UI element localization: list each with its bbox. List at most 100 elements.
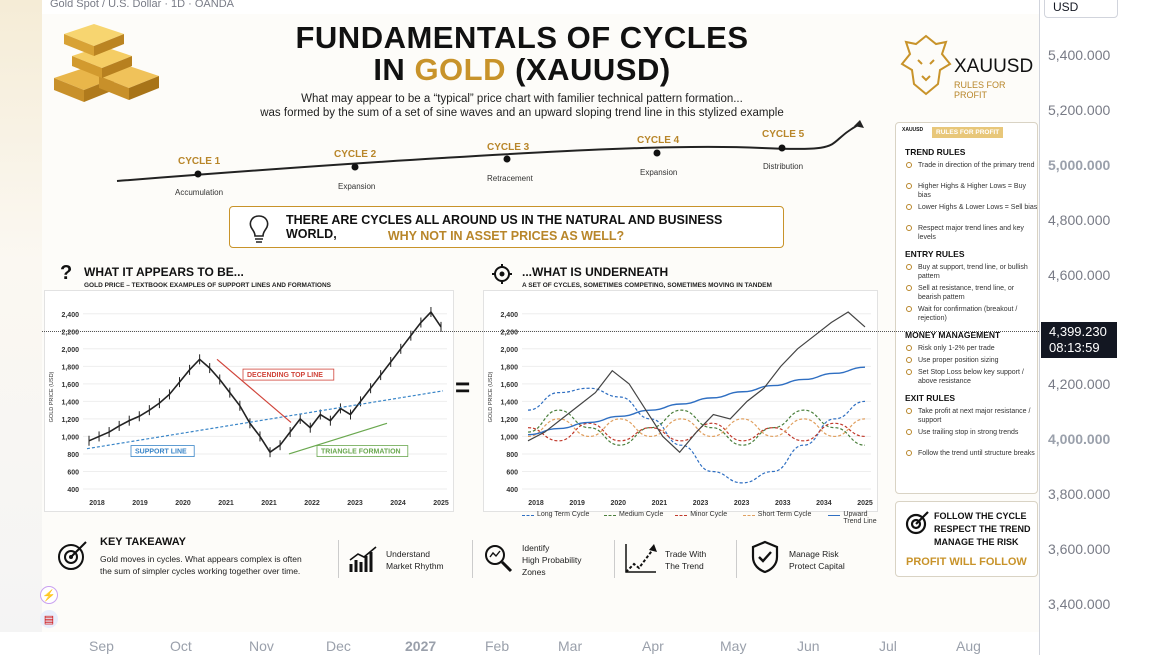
y-tick-label: 800	[67, 452, 79, 459]
y-tick-label: 400	[67, 487, 79, 494]
rule-bullet	[906, 225, 912, 231]
legend-swatch	[742, 515, 755, 516]
y-tick-label: 1,600	[500, 382, 518, 389]
cycles-callout: THERE ARE CYCLES ALL AROUND US IN THE NA…	[229, 206, 784, 248]
descending-top-line	[216, 358, 292, 423]
takeaway-text: Gold moves in cycles. What appears compl…	[100, 554, 302, 576]
x-tick-label: 2020	[175, 500, 191, 507]
rules-section-head: MONEY MANAGEMENT	[905, 330, 1001, 340]
rules-badge: RULES FOR PROFIT	[932, 127, 1004, 138]
item-3-line-2: The Trend	[665, 561, 704, 571]
key-takeaway: KEY TAKEAWAY Gold moves in cycles. What …	[42, 526, 892, 586]
y-tick-label: 400	[506, 487, 518, 494]
y-tick-label: 1,800	[61, 364, 79, 371]
x-tick-label: 2021	[261, 500, 277, 507]
left-panel-subtitle: GOLD PRICE – TEXTBOOK EXAMPLES OF SUPPOR…	[84, 282, 332, 289]
rules-brand: XAUUSD	[902, 127, 924, 133]
y-tick-label: 1,000	[61, 434, 79, 441]
currency-selector[interactable]: USD	[1044, 0, 1118, 18]
title-line-2: IN GOLD (XAUUSD)	[242, 54, 802, 86]
rules-section-head: TREND RULES	[905, 147, 966, 157]
price-tick: 3,600.000	[1048, 541, 1111, 557]
y-tick-label: 1,600	[61, 382, 79, 389]
brand-name: XAUUSD	[954, 56, 1034, 77]
subtitle-line-2: was formed by the sum of a set of sine w…	[260, 107, 784, 119]
callout-line-2: WHY NOT IN ASSET PRICES AS WELL?	[387, 229, 625, 243]
rule-bullet	[906, 369, 912, 375]
x-tick-label: 2025	[433, 500, 449, 507]
x-tick-label: 2033	[775, 500, 791, 507]
price-tick: 5,400.000	[1048, 47, 1111, 63]
time-label: Mar	[558, 638, 583, 654]
cycle-1-label: CYCLE 1	[178, 156, 221, 167]
cycle-1-phase: Accumulation	[175, 188, 224, 197]
legend-swatch	[828, 515, 841, 516]
left-chart-svg: 400 600 800 1,000 1,200 1,400 1,600 1,800 2,000 2…	[49, 307, 449, 507]
subtitle-line-1: What may appear to be a “typical” price …	[301, 93, 743, 105]
cycle-2-label: CYCLE 2	[334, 149, 377, 160]
time-axis[interactable]	[0, 632, 1039, 655]
title-line-1: FUNDAMENTALS OF CYCLES	[295, 20, 749, 55]
annotation-label: DECENDING TOP LINE	[247, 372, 323, 379]
cycle-series-line	[527, 418, 866, 438]
time-label: Apr	[642, 638, 664, 654]
rule-bullet	[906, 357, 912, 363]
rule-item: Take profit at next major resistance / s…	[918, 408, 1031, 424]
price-tick: 3,800.000	[1048, 486, 1111, 502]
item-1-line-2: Market Rhythm	[386, 561, 444, 571]
cycle-3-label: CYCLE 3	[487, 142, 530, 153]
time-label: Sep	[89, 638, 114, 654]
rule-item: Lower Highs & Lower Lows = Sell bias	[918, 204, 1038, 211]
divider	[472, 540, 473, 578]
cycle-timeline	[116, 120, 864, 182]
y-tick-label: 1,400	[500, 399, 518, 406]
crosshair-horizontal-line	[42, 331, 1039, 332]
legend-swatch	[675, 515, 688, 516]
rules-section-head: ENTRY RULES	[905, 249, 965, 259]
legend-label: Short Term Cycle	[757, 511, 812, 518]
rule-item: Follow the trend until structure breaks	[918, 450, 1035, 457]
x-tick-label: 2025	[857, 500, 873, 507]
rule-item: Sell at resistance, trend line, or beari…	[918, 285, 1015, 301]
target-icon	[492, 264, 512, 284]
cycle-series-line	[527, 387, 866, 484]
time-label: Jun	[797, 638, 820, 654]
legend-swatch	[604, 515, 616, 516]
x-tick-label: 2021	[652, 500, 668, 507]
cycle-5-phase: Distribution	[763, 162, 804, 171]
x-tick-label: 2023	[693, 500, 709, 507]
x-tick-label: 2034	[816, 500, 832, 507]
rule-bullet	[906, 204, 912, 210]
takeaway-item-2: Identify High Probability Zones	[522, 542, 582, 578]
divider	[614, 540, 615, 578]
callout-line-1: THERE ARE CYCLES ALL AROUND US IN THE NA…	[286, 213, 723, 241]
x-tick-label: 2019	[569, 500, 585, 507]
rule-item: Higher Highs & Higher Lows = Buy bias	[918, 183, 1026, 199]
time-label: 2027	[405, 638, 437, 654]
lightbulb-icon	[249, 215, 269, 243]
rule-item: Risk only 1-2% per trade	[918, 345, 995, 352]
price-tick: 5,000.000	[1048, 157, 1111, 173]
cycle-series-line	[527, 422, 866, 442]
question-icon: ?	[60, 262, 73, 284]
price-tick: 4,000.000	[1048, 431, 1111, 447]
follow-line-1: FOLLOW THE CYCLE	[934, 511, 1027, 521]
annotation-label: SUPPORT LINE	[135, 449, 187, 456]
item-4-line-1: Manage Risk	[789, 549, 839, 559]
target-arrow-icon	[905, 511, 929, 535]
annotation-box	[130, 445, 195, 457]
us-flag-icon[interactable]: ▤	[40, 610, 58, 628]
x-tick-label: 2023	[734, 500, 750, 507]
annotation-label: TRIANGLE FORMATION	[321, 449, 401, 456]
current-price: 4,399.230	[1049, 324, 1107, 339]
right-chart: 400 600 800 1,000 1,200 1,400 1,600 1,800 2,000 2…	[483, 290, 878, 512]
x-tick-label: 2024	[390, 500, 406, 507]
triangle-bottom-line	[288, 422, 388, 455]
rule-bullet	[906, 183, 912, 189]
gold-bars-icon	[54, 24, 159, 102]
takeaway-item-1: Understand Market Rhythm	[386, 548, 444, 572]
equals-sign: =	[455, 372, 471, 402]
lightning-icon[interactable]: ⚡	[40, 586, 58, 604]
rule-bullet	[906, 162, 912, 168]
time-label: Feb	[485, 638, 510, 654]
